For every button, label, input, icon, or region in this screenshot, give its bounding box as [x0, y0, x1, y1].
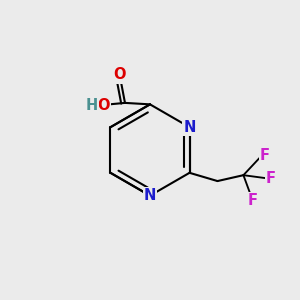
Text: O: O: [113, 68, 126, 82]
Text: F: F: [266, 171, 276, 186]
Text: F: F: [247, 193, 257, 208]
Text: H: H: [85, 98, 98, 113]
Text: O: O: [98, 98, 110, 113]
Text: N: N: [144, 188, 156, 203]
Text: N: N: [183, 120, 196, 135]
Text: F: F: [260, 148, 270, 163]
